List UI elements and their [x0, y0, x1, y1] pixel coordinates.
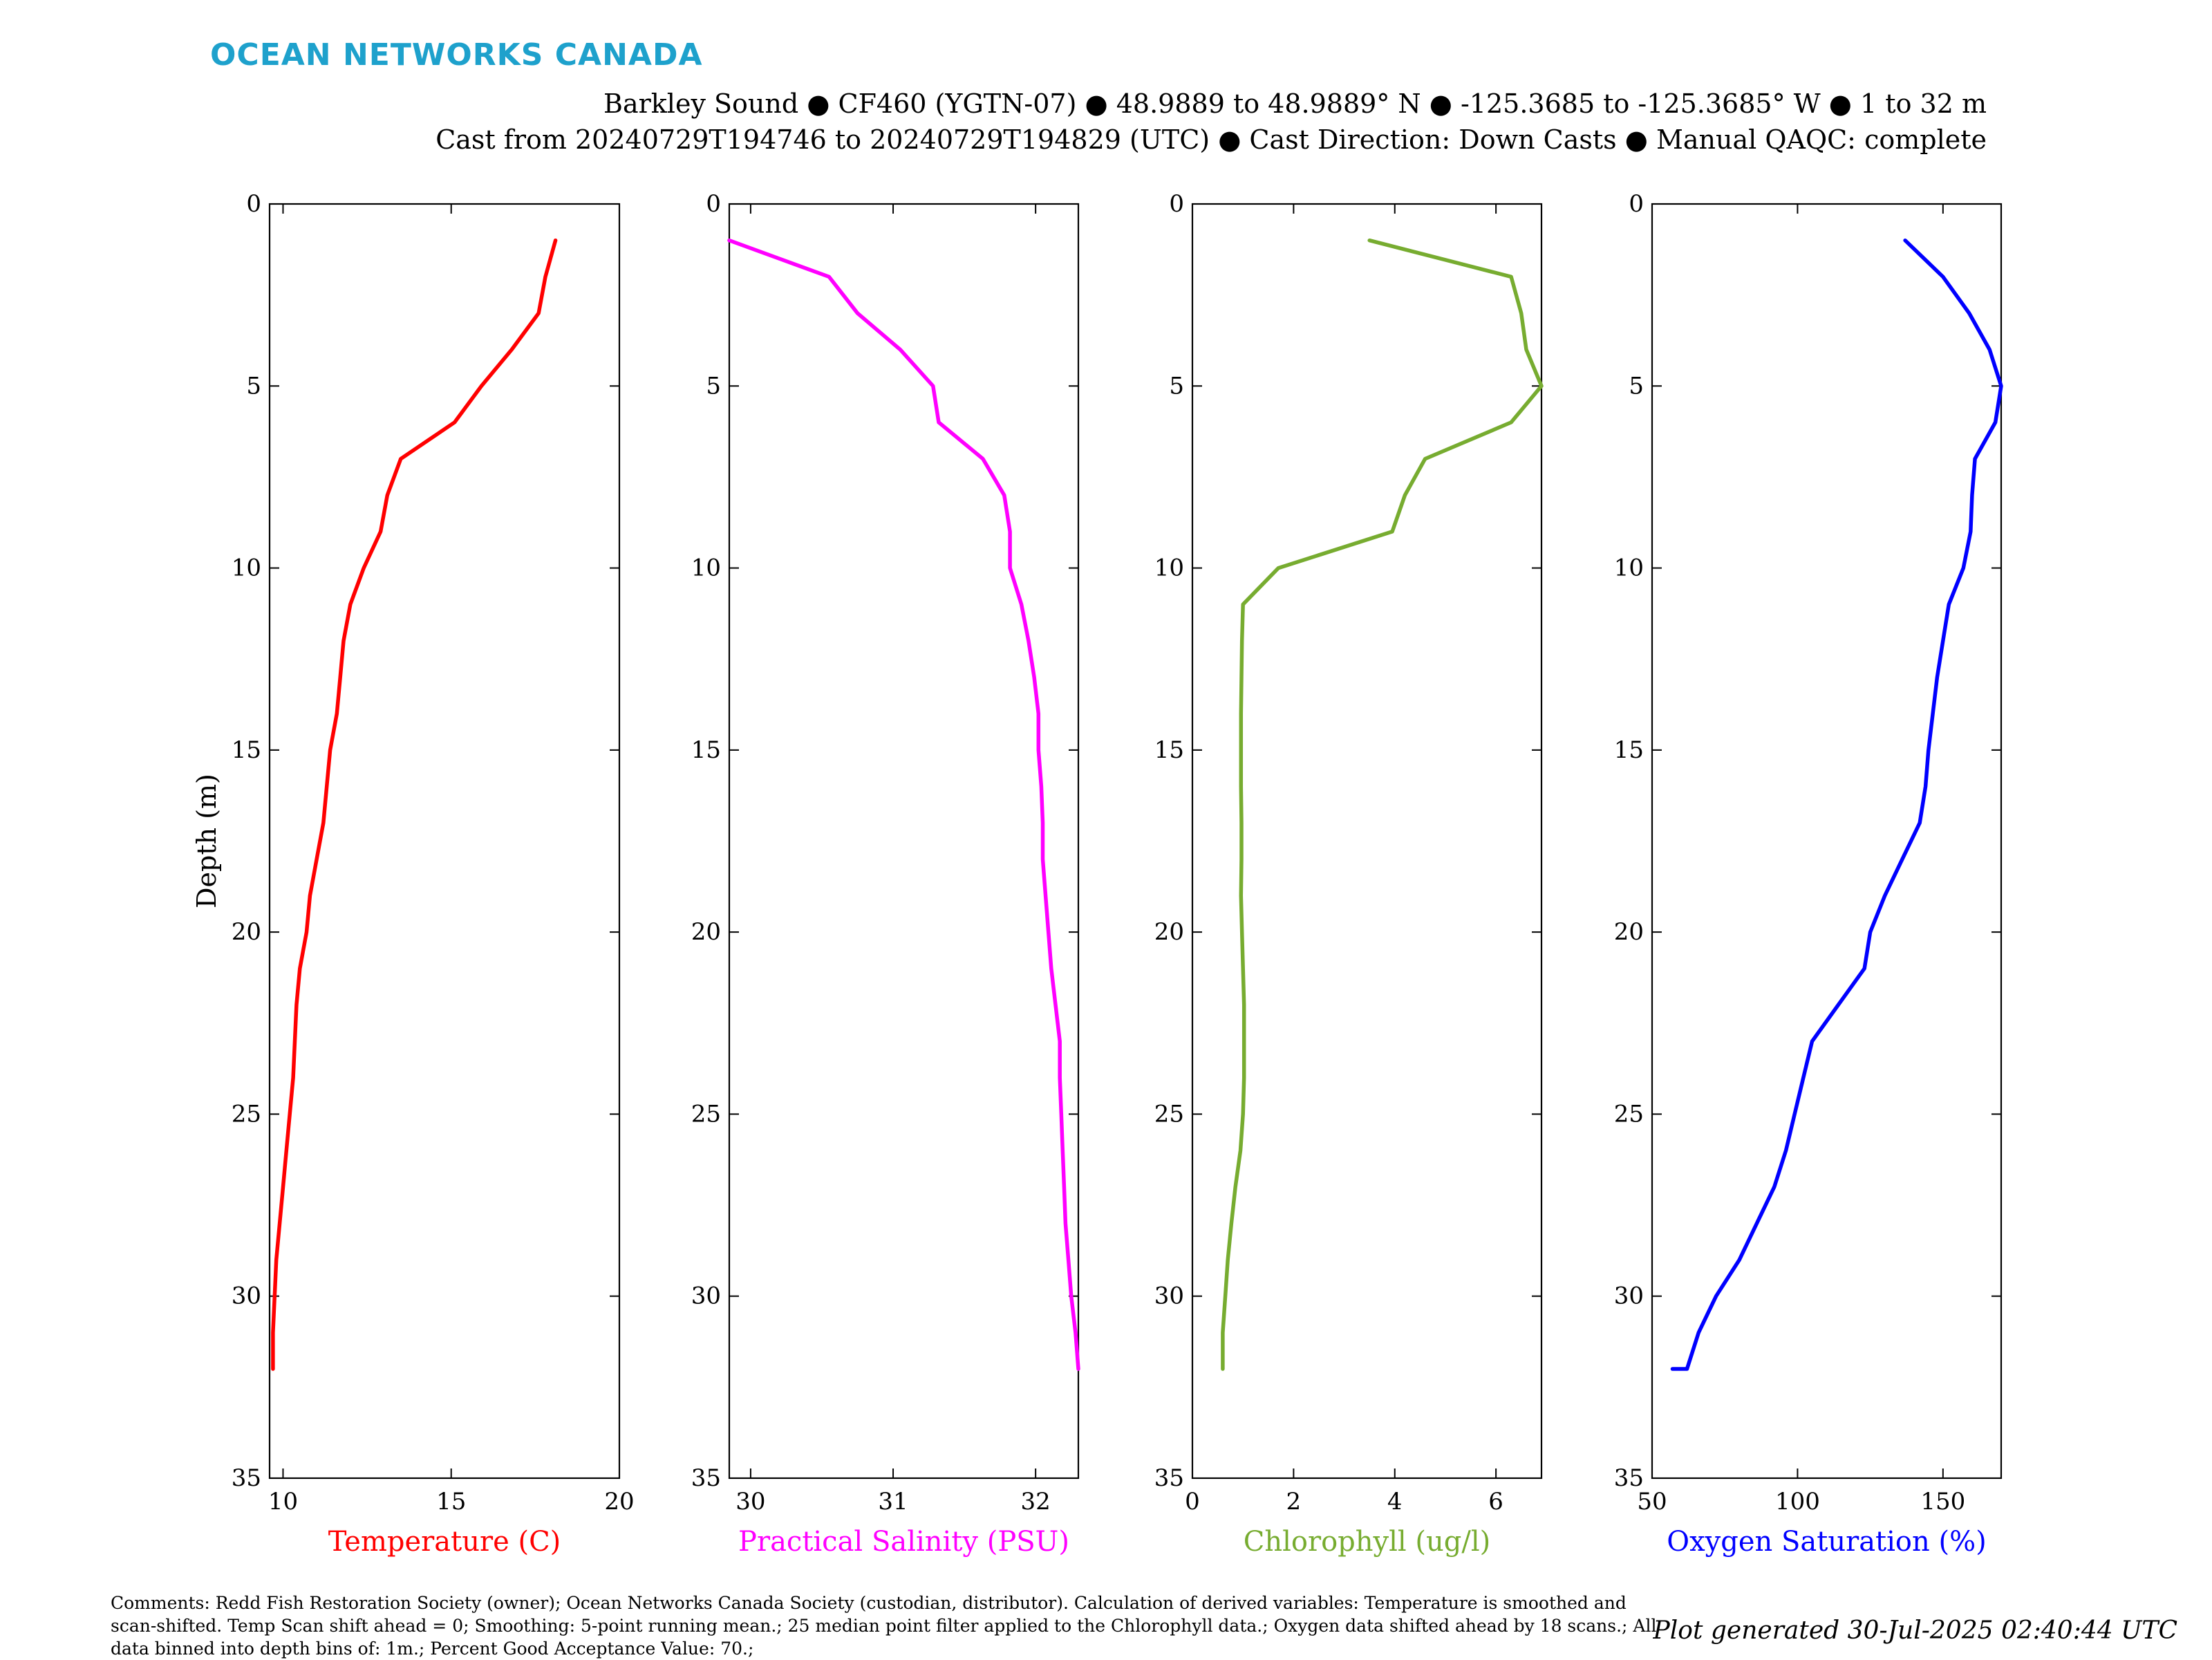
y-tick-label: 5 — [246, 372, 261, 400]
x-tick-label: 10 — [268, 1488, 298, 1516]
x-tick-label: 15 — [436, 1488, 466, 1516]
y-tick-label: 15 — [691, 736, 721, 764]
plot-frame — [1651, 203, 2003, 1480]
y-tick-label: 0 — [706, 190, 721, 218]
x-tick-label: 20 — [604, 1488, 634, 1516]
series-line — [271, 238, 558, 1371]
y-tick-label: 20 — [1154, 918, 1184, 946]
y-tick-label: 15 — [1614, 736, 1644, 764]
comments-text: Comments: Redd Fish Restoration Society … — [111, 1593, 1657, 1659]
y-tick-label: 35 — [691, 1464, 721, 1492]
y-axis-label: Depth (m) — [191, 774, 222, 908]
x-tick-label: 31 — [878, 1488, 908, 1516]
y-tick-label: 25 — [691, 1100, 721, 1128]
x-tick-label: 30 — [735, 1488, 765, 1516]
x-tick-label: 50 — [1637, 1488, 1667, 1516]
series-line — [1221, 238, 1544, 1371]
x-tick-label: 6 — [1488, 1488, 1503, 1516]
x-tick-label: 100 — [1775, 1488, 1820, 1516]
y-tick-label: 15 — [232, 736, 261, 764]
y-tick-label: 25 — [232, 1100, 261, 1128]
x-tick-label: 150 — [1920, 1488, 1965, 1516]
x-axis-label: Temperature (C) — [328, 1526, 561, 1558]
x-axis-label: Practical Salinity (PSU) — [738, 1526, 1069, 1558]
y-tick-label: 0 — [1169, 190, 1184, 218]
y-tick-label: 30 — [1614, 1283, 1644, 1310]
y-tick-label: 10 — [691, 554, 721, 582]
y-tick-label: 10 — [1614, 554, 1644, 582]
plot-frame — [1191, 203, 1543, 1480]
series-line — [1670, 238, 2003, 1371]
plot-frame — [728, 203, 1080, 1480]
x-axis-label: Oxygen Saturation (%) — [1667, 1526, 1986, 1558]
x-tick-label: 32 — [1021, 1488, 1051, 1516]
brand-logo: OCEAN NETWORKS CANADA — [210, 37, 703, 73]
y-tick-label: 30 — [232, 1283, 261, 1310]
y-tick-label: 25 — [1154, 1100, 1184, 1128]
header-cast-line: Cast from 20240729T194746 to 20240729T19… — [435, 124, 1987, 155]
x-axis-label: Chlorophyll (ug/l) — [1244, 1526, 1491, 1558]
y-tick-label: 0 — [246, 190, 261, 218]
x-tick-label: 2 — [1286, 1488, 1302, 1516]
y-tick-label: 5 — [706, 372, 721, 400]
y-tick-label: 10 — [1154, 554, 1184, 582]
header-location-line: Barkley Sound ● CF460 (YGTN-07) ● 48.988… — [603, 88, 1987, 119]
panel-2: 0 5 10 15 20 25 30 35 30 31 32 Practical Salinity (… — [691, 190, 1080, 1558]
plot-generated-timestamp: Plot generated 30-Jul-2025 02:40:44 UTC — [1653, 1616, 2177, 1645]
y-tick-label: 0 — [1629, 190, 1644, 218]
y-tick-label: 20 — [232, 918, 261, 946]
y-tick-label: 30 — [1154, 1283, 1184, 1310]
y-tick-label: 30 — [691, 1283, 721, 1310]
y-tick-label: 35 — [1154, 1464, 1184, 1492]
y-tick-label: 20 — [1614, 918, 1644, 946]
x-tick-label: 0 — [1185, 1488, 1200, 1516]
y-tick-label: 35 — [232, 1464, 261, 1492]
y-tick-label: 35 — [1614, 1464, 1644, 1492]
y-tick-label: 20 — [691, 918, 721, 946]
series-line — [727, 238, 1080, 1371]
x-tick-label: 4 — [1387, 1488, 1403, 1516]
y-tick-label: 10 — [232, 554, 261, 582]
y-tick-label: 5 — [1629, 372, 1644, 400]
y-tick-label: 15 — [1154, 736, 1184, 764]
y-tick-label: 25 — [1614, 1100, 1644, 1128]
plot-frame — [268, 203, 621, 1480]
y-tick-label: 5 — [1169, 372, 1184, 400]
